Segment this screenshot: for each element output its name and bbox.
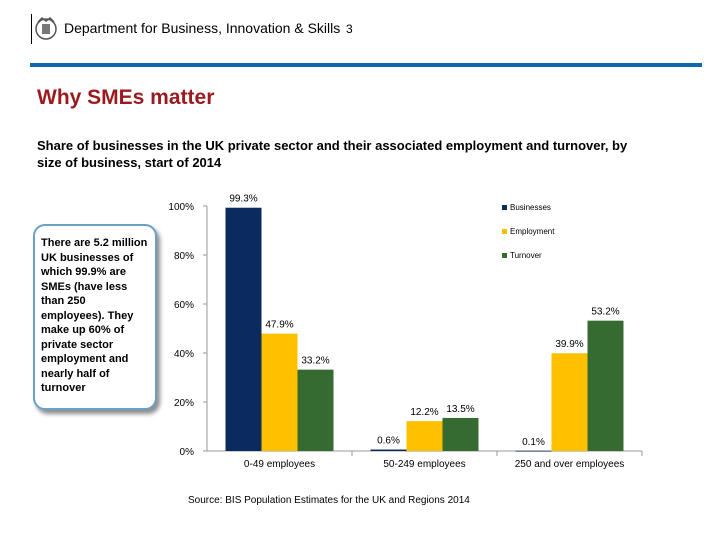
bar xyxy=(587,320,624,451)
bar xyxy=(442,417,479,451)
data-label: 47.9% xyxy=(265,320,293,331)
bar xyxy=(370,449,407,451)
data-label: 0.6% xyxy=(377,436,400,447)
bar xyxy=(225,207,262,451)
x-tick-label: 50-249 employees xyxy=(383,459,465,470)
bar xyxy=(551,353,588,451)
data-label: 39.9% xyxy=(555,339,583,350)
data-label: 0.1% xyxy=(522,437,545,448)
source-note: Source: BIS Population Estimates for the… xyxy=(188,495,470,506)
y-tick-label: 20% xyxy=(174,398,194,409)
bar xyxy=(297,369,334,451)
page-number: 3 xyxy=(346,22,353,36)
bar-chart: 0% 20% 40% 60% 80% 100% 0-49 employees 50-249 e… xyxy=(168,194,643,470)
bar xyxy=(515,450,552,452)
data-label: 12.2% xyxy=(410,407,438,418)
header-divider xyxy=(31,14,32,44)
callout-box: There are 5.2 million UK businesses of w… xyxy=(33,224,157,410)
legend-swatch xyxy=(502,205,507,210)
header-rule xyxy=(30,63,702,67)
data-label: 13.5% xyxy=(446,404,474,415)
chart-subtitle: Share of businesses in the UK private se… xyxy=(37,138,628,170)
x-tick-label: 0-49 employees xyxy=(244,459,315,470)
y-tick-label: 0% xyxy=(180,447,195,458)
data-label: 33.2% xyxy=(301,356,329,367)
y-tick-label: 80% xyxy=(174,251,194,262)
data-label: 53.2% xyxy=(591,307,619,318)
bar xyxy=(261,333,298,451)
x-tick-label: 250 and over employees xyxy=(515,459,625,470)
department-name: Department for Business, Innovation & Sk… xyxy=(64,20,341,36)
legend-label: Businesses xyxy=(510,203,551,212)
y-tick-label: 40% xyxy=(174,349,194,360)
legend-swatch xyxy=(502,229,507,234)
y-tick-label: 100% xyxy=(168,202,194,213)
slide-title: Why SMEs matter xyxy=(37,86,215,109)
callout-text: There are 5.2 million UK businesses of w… xyxy=(41,237,148,394)
royal-crest-icon xyxy=(35,17,57,40)
legend-label: Employment xyxy=(510,227,555,236)
y-tick-label: 60% xyxy=(174,300,194,311)
legend-label: Turnover xyxy=(510,251,542,260)
bar xyxy=(406,421,443,451)
data-label: 99.3% xyxy=(229,194,257,205)
legend-swatch xyxy=(502,253,507,258)
